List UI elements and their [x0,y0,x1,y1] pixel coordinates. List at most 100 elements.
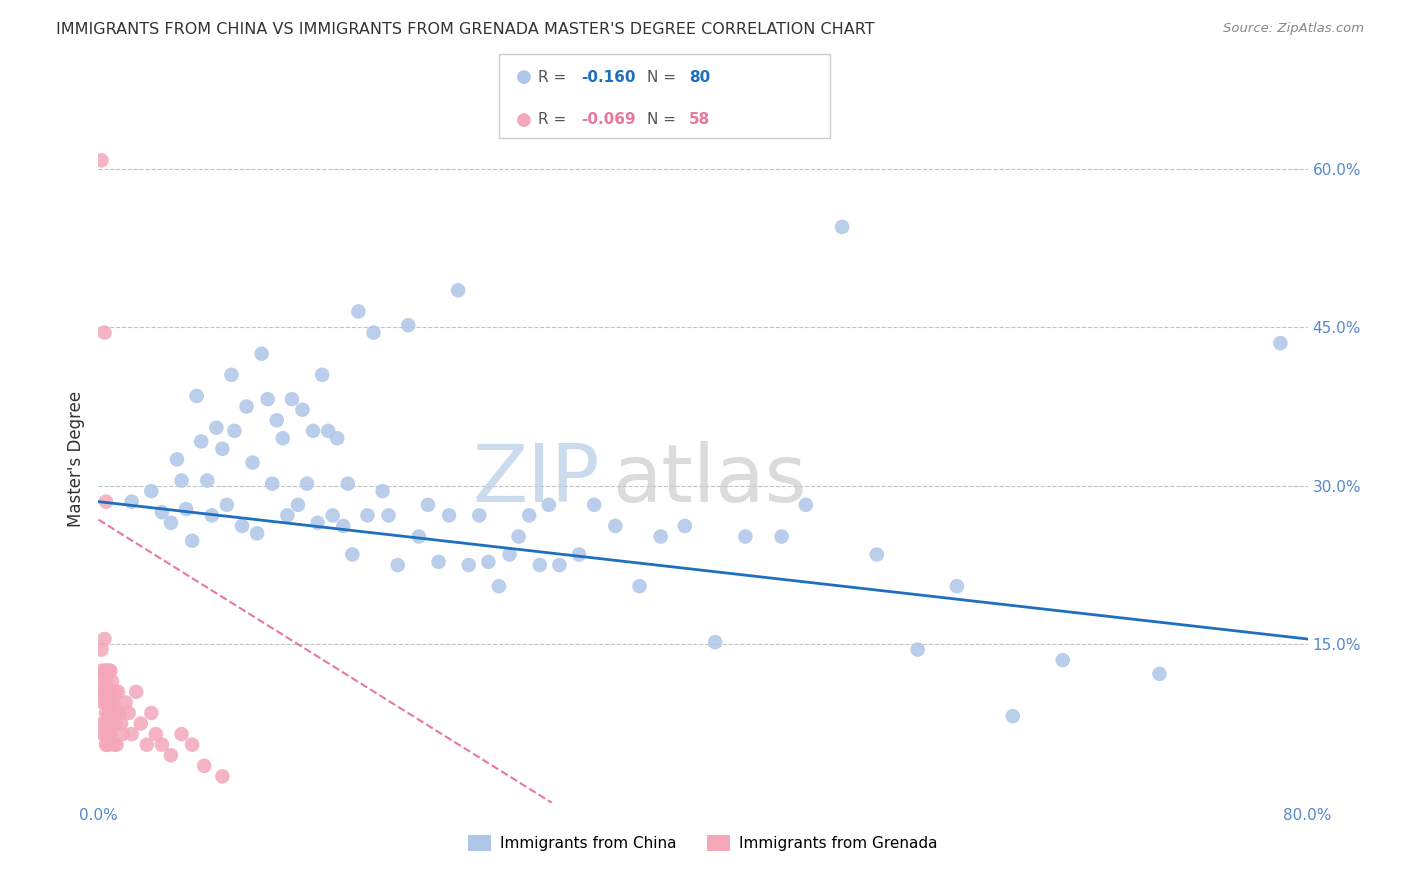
Point [104,716,127,731]
Point [121,494,143,508]
Point [529,558,551,572]
Point [468,508,491,523]
Point [266,413,288,427]
Point [91,716,114,731]
Point [103,695,125,709]
Point [1052,653,1074,667]
Point [650,529,672,543]
Point [98,706,121,720]
Point [246,526,269,541]
Point [291,402,314,417]
Point [96,738,118,752]
Point [1001,709,1024,723]
Point [866,548,889,562]
Point [100,727,122,741]
Text: atlas: atlas [613,441,807,519]
Point [673,519,696,533]
Point [135,738,157,752]
Point [103,738,125,752]
Text: ●: ● [516,111,531,128]
Y-axis label: Master's Degree: Master's Degree [66,392,84,527]
Text: ●: ● [516,69,531,87]
Point [408,529,430,543]
Point [114,695,136,709]
Point [396,318,419,333]
Point [96,716,118,731]
Point [508,529,530,543]
Point [256,392,278,406]
Point [537,498,560,512]
Point [224,424,246,438]
Point [98,727,121,741]
Point [281,392,304,406]
Text: 58: 58 [689,112,710,128]
Point [94,494,117,508]
Point [110,716,132,731]
Point [316,424,339,438]
Point [583,498,606,512]
Point [166,452,188,467]
Text: Source: ZipAtlas.com: Source: ZipAtlas.com [1223,22,1364,36]
Point [242,456,264,470]
Point [1149,666,1171,681]
Point [221,368,243,382]
Point [150,505,173,519]
Point [101,716,124,731]
Point [107,685,129,699]
Point [387,558,409,572]
Point [287,498,309,512]
Point [94,727,117,741]
Text: 80: 80 [689,70,710,85]
Text: N =: N = [647,112,681,128]
Point [262,476,284,491]
Point [94,716,117,731]
Point [94,674,117,689]
Point [628,579,651,593]
Point [371,484,394,499]
Point [104,685,127,699]
Text: R =: R = [538,112,572,128]
Point [488,579,510,593]
Point [150,738,173,752]
Point [105,706,128,720]
Point [437,508,460,523]
Point [704,635,727,649]
Point [322,508,344,523]
Point [311,368,333,382]
Point [98,685,121,699]
Point [302,424,325,438]
Point [231,519,253,533]
Point [186,389,208,403]
Point [160,748,183,763]
Point [211,769,233,783]
Legend: Immigrants from China, Immigrants from Grenada: Immigrants from China, Immigrants from G… [463,829,943,857]
Point [195,474,218,488]
Point [201,508,224,523]
Point [770,529,793,543]
Point [447,283,470,297]
Point [141,706,163,720]
Point [457,558,479,572]
Point [416,498,439,512]
Point [93,664,115,678]
Point [548,558,571,572]
Point [295,476,318,491]
Point [946,579,969,593]
Point [831,219,853,234]
Point [100,664,122,678]
Point [103,716,125,731]
Point [307,516,329,530]
Point [94,695,117,709]
Point [181,738,204,752]
Point [94,706,117,720]
Point [326,431,349,445]
Point [235,400,257,414]
Point [111,727,134,741]
Point [90,642,112,657]
Point [342,548,364,562]
Point [145,727,167,741]
Point [96,695,118,709]
Point [211,442,233,456]
Point [91,685,114,699]
Point [568,548,591,562]
